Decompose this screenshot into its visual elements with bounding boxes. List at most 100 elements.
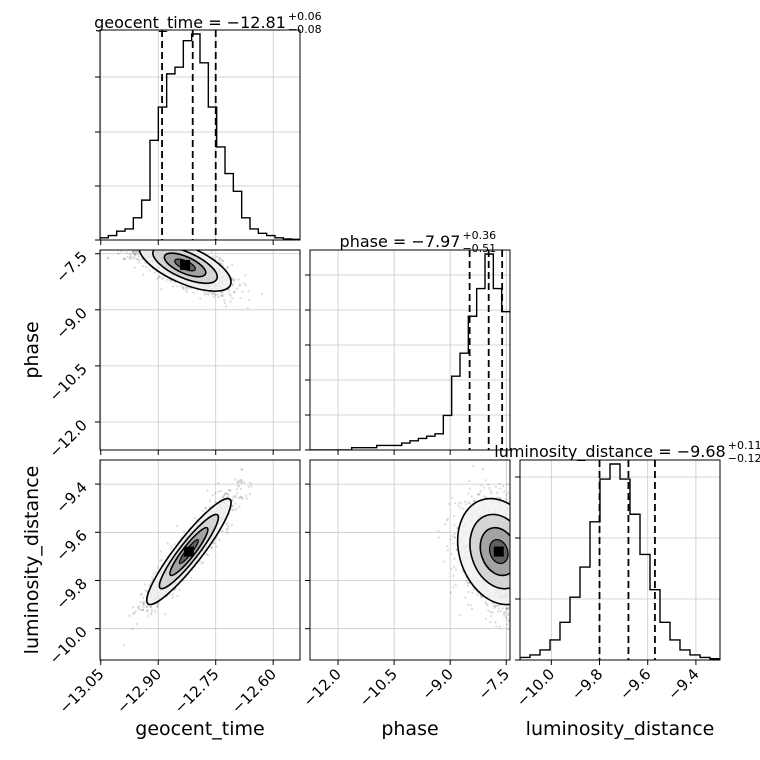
hist-phase-bars: [310, 250, 510, 450]
sample-point: [231, 495, 235, 499]
sample-point: [496, 610, 500, 613]
sample-point: [454, 536, 457, 539]
sample-point: [452, 574, 455, 578]
y-tick-label-luminosity_distance: −9.4: [52, 478, 90, 516]
sample-point: [199, 297, 202, 300]
sample-point: [484, 617, 488, 621]
sample-point: [185, 290, 188, 293]
sample-point: [145, 605, 148, 608]
sample-point: [227, 525, 230, 528]
sample-point: [221, 294, 224, 297]
sample-point: [206, 554, 210, 557]
sample-point: [229, 294, 233, 297]
sample-point: [224, 492, 227, 495]
sample-point: [142, 600, 146, 604]
sample-point: [213, 293, 217, 297]
sample-point: [216, 490, 220, 493]
sample-point: [229, 489, 232, 492]
sample-point: [234, 495, 237, 499]
sample-point: [205, 552, 209, 556]
sample-point: [453, 532, 456, 536]
sample-point: [218, 257, 222, 261]
sample-point: [203, 293, 206, 296]
sample-point: [223, 298, 226, 302]
sample-point: [142, 601, 145, 605]
sample-point: [453, 524, 456, 527]
sample-point: [234, 502, 237, 505]
sample-point: [140, 592, 143, 596]
sample-point: [123, 257, 127, 261]
sample-point: [132, 250, 135, 253]
sample-point: [153, 271, 156, 274]
sample-point: [238, 505, 241, 508]
sample-point: [231, 509, 234, 512]
y-tick-label-phase: −12.0: [46, 416, 91, 461]
sample-point: [215, 545, 218, 548]
sample-point: [173, 543, 176, 546]
sample-point: [244, 283, 248, 287]
hist-geocent_time-bars: [100, 30, 300, 240]
sample-point: [485, 602, 488, 606]
sample-point: [224, 305, 228, 308]
sample-point: [449, 538, 452, 541]
sample-point: [472, 588, 476, 591]
sample-point: [437, 529, 440, 533]
sample-point: [204, 507, 207, 510]
sample-point: [511, 575, 513, 577]
hist-luminosity_distance-frame: [519, 459, 721, 661]
sample-point: [446, 517, 450, 521]
sample-point: [244, 494, 248, 497]
sample-point: [214, 500, 217, 504]
x-axis-label-phase: phase: [381, 718, 438, 740]
sample-point: [240, 496, 244, 499]
sample-point: [446, 549, 449, 552]
sample-point: [467, 501, 470, 504]
sample-point: [503, 490, 506, 493]
sample-point: [137, 605, 141, 608]
sample-point: [136, 251, 139, 254]
x-tick-label-phase: −12.0: [300, 665, 345, 710]
sample-point: [160, 559, 163, 562]
sample-point: [234, 478, 237, 481]
sample-point: [231, 504, 235, 508]
sample-point: [450, 567, 453, 570]
sample-point: [133, 250, 137, 253]
sample-point: [454, 583, 457, 587]
sample-point: [501, 607, 505, 610]
sample-point: [154, 570, 157, 574]
sample-point: [502, 484, 505, 488]
sample-point: [185, 286, 188, 289]
sample-point: [468, 487, 472, 490]
sample-point: [449, 591, 452, 594]
sample-point: [170, 544, 174, 548]
sample-point: [507, 620, 510, 623]
sample-point: [248, 492, 252, 496]
sample-point: [457, 504, 460, 507]
sample-point: [209, 499, 212, 503]
sample-point: [490, 491, 493, 495]
sample-point: [136, 257, 139, 261]
sample-point: [443, 522, 447, 526]
sample-point: [238, 484, 241, 488]
sample-point: [470, 495, 473, 498]
sample-point: [502, 612, 506, 615]
sample-point: [507, 612, 510, 615]
sample-point: [168, 593, 172, 596]
sample-point: [473, 499, 476, 503]
scatter-geocent_time-phase-frame: [99, 249, 301, 451]
sample-point: [214, 492, 217, 495]
x-axis-label-geocent_time: geocent_time: [135, 718, 264, 740]
hist-step-luminosity_distance: [520, 463, 720, 660]
sample-point: [215, 537, 218, 540]
y-tick-label-phase: −7.5: [52, 248, 90, 286]
sample-point: [211, 493, 214, 497]
x-tick-label-luminosity_distance: −10.0: [513, 665, 558, 710]
sample-point: [131, 612, 135, 616]
sample-point: [505, 493, 508, 497]
x-tick-label-luminosity_distance: −9.4: [664, 665, 702, 703]
sample-point: [133, 266, 136, 269]
sample-point: [483, 486, 486, 489]
sample-point: [182, 286, 185, 289]
x-tick-label-luminosity_distance: −9.8: [568, 665, 606, 703]
sample-point: [507, 618, 510, 622]
